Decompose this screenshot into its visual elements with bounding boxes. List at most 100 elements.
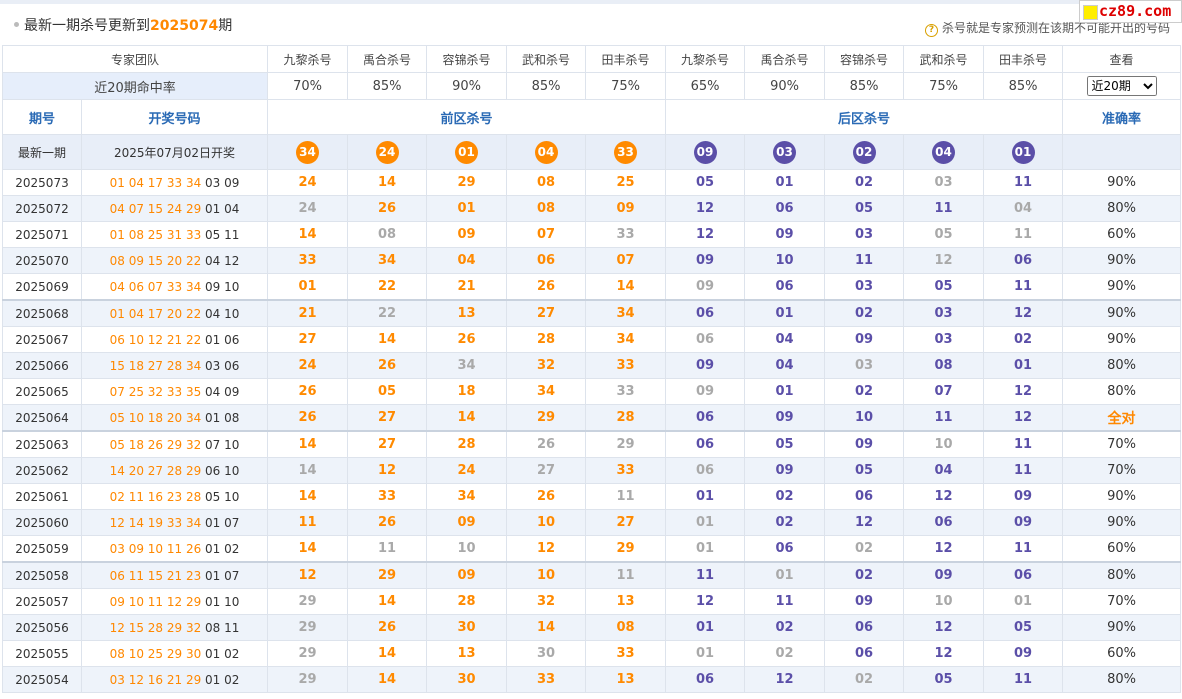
latest-label: 最新一期: [2, 134, 82, 170]
issue-number: 2025057: [2, 588, 82, 615]
issue-number: 2025061: [2, 483, 82, 510]
front-kill-number: 34: [585, 326, 667, 353]
front-kill-number: 33: [585, 378, 667, 405]
accuracy-value: 60%: [1062, 640, 1182, 667]
back-kill-number: 12: [665, 221, 746, 248]
back-kill-number: 11: [665, 561, 746, 589]
back-kill-number: 09: [903, 561, 985, 589]
back-draw: 04 12: [205, 253, 240, 268]
expert-name: 容锦杀号: [824, 45, 905, 73]
front-draw: 06 10 12 21 22: [109, 332, 202, 347]
back-kill-number: 11: [903, 404, 985, 432]
front-draw: 01 08 25 31 33: [109, 227, 202, 242]
accuracy-value: 90%: [1062, 299, 1182, 327]
back-kill-number: 12: [665, 195, 746, 222]
latest-accuracy: [1062, 134, 1182, 170]
front-kill-number: 13: [426, 299, 508, 327]
back-kill-number: 06: [824, 614, 905, 641]
front-kill-number: 26: [347, 352, 428, 379]
front-draw: 09 10 11 12 29: [109, 594, 202, 609]
period-select[interactable]: 近20期: [1086, 76, 1157, 96]
front-draw: 08 09 15 20 22: [109, 253, 202, 268]
expert-name: 禹合杀号: [347, 45, 428, 73]
front-kill-number: 04: [426, 247, 508, 274]
table-row: 2025068 01 04 17 20 22 04 10 21 22 13 27 34 06 0…: [2, 299, 1182, 327]
front-kill-number: 08: [506, 169, 587, 196]
front-kill-number: 34: [426, 352, 508, 379]
back-kill-number: 10: [903, 588, 985, 615]
back-kill-ball: 03: [773, 140, 797, 164]
front-kill-number: 01: [267, 273, 349, 301]
front-kill-number: 10: [426, 535, 508, 563]
accuracy-value: 全对: [1062, 404, 1182, 432]
front-kill-number: 27: [506, 299, 587, 327]
table-row: 2025058 06 11 15 21 23 01 07 12 29 09 10 11 11 0…: [2, 561, 1182, 589]
front-kill-number: 34: [506, 378, 587, 405]
back-kill-number: 09: [665, 273, 746, 301]
back-kill-number: 05: [903, 221, 985, 248]
front-kill-number: 05: [347, 378, 428, 405]
back-draw: 09 10: [205, 279, 240, 294]
front-draw: 12 15 28 29 32: [109, 620, 202, 635]
table-row: 2025070 08 09 15 20 22 04 12 33 34 04 06 07 09 1…: [2, 247, 1182, 274]
front-kill-number: 29: [267, 666, 349, 693]
site-logo[interactable]: cz89.com: [1079, 0, 1182, 23]
front-draw: 12 14 19 33 34: [109, 515, 202, 530]
question-circle-icon: ?: [924, 24, 938, 37]
logo-square-icon: [1083, 5, 1098, 20]
back-kill-cell: 03: [744, 134, 826, 170]
front-kill-number: 34: [426, 483, 508, 510]
back-kill-number: 09: [744, 221, 826, 248]
front-kill-number: 32: [506, 588, 587, 615]
back-kill-number: 02: [744, 509, 826, 536]
back-kill-number: 09: [665, 378, 746, 405]
front-draw: 05 18 26 29 32: [109, 437, 202, 452]
accuracy-value: 80%: [1062, 378, 1182, 405]
back-kill-number: 05: [824, 457, 905, 484]
note-text: 杀号就是专家预测在该期不可能开出的号码: [941, 21, 1170, 35]
back-kill-number: 02: [824, 535, 905, 563]
table-row: 2025054 03 12 16 21 29 01 02 29 14 30 33 13 06 1…: [2, 666, 1182, 693]
expert-name: 容锦杀号: [426, 45, 508, 73]
back-kill-number: 09: [983, 509, 1064, 536]
front-kill-ball: 24: [375, 140, 399, 164]
hit-rate: 90%: [744, 72, 826, 100]
back-kill-number: 02: [824, 561, 905, 589]
front-kill-number: 27: [347, 404, 428, 432]
front-kill-number: 26: [426, 326, 508, 353]
front-kill-number: 07: [585, 247, 667, 274]
issue-number: 2025069: [2, 273, 82, 301]
back-kill-number: 03: [903, 169, 985, 196]
accuracy-value: 80%: [1062, 195, 1182, 222]
issue-number: 2025054: [2, 666, 82, 693]
expert-name: 九黎杀号: [665, 45, 746, 73]
table-row: 2025056 12 15 28 29 32 08 11 29 26 30 14 08 01 0…: [2, 614, 1182, 641]
front-kill-cell: 04: [506, 134, 587, 170]
back-kill-number: 06: [824, 483, 905, 510]
table-row: 2025062 14 20 27 28 29 06 10 14 12 24 27 33 06 0…: [2, 457, 1182, 484]
bullet-dot: [14, 22, 19, 27]
back-kill-number: 02: [824, 299, 905, 327]
page-title: 最新一期杀号更新到2025074期: [24, 15, 232, 35]
front-kill-number: 14: [506, 614, 587, 641]
accuracy-value: 60%: [1062, 535, 1182, 563]
back-kill-number: 09: [665, 352, 746, 379]
front-kill-number: 27: [267, 326, 349, 353]
front-kill-number: 14: [347, 640, 428, 667]
logo-text: cz89.com: [1099, 2, 1172, 20]
front-kill-number: 14: [347, 588, 428, 615]
back-kill-number: 04: [744, 326, 826, 353]
back-draw: 01 02: [205, 646, 240, 661]
front-kill-number: 22: [347, 299, 428, 327]
table-row: 2025057 09 10 11 12 29 01 10 29 14 28 32 13 12 1…: [2, 588, 1182, 615]
front-kill-number: 26: [506, 273, 587, 301]
front-kill-number: 14: [267, 221, 349, 248]
front-kill-number: 14: [585, 273, 667, 301]
experts-label: 专家团队: [1, 45, 269, 73]
accuracy-value: 80%: [1062, 561, 1182, 589]
back-kill-number: 03: [824, 352, 905, 379]
draw-numbers: 04 06 07 33 34 09 10: [80, 273, 269, 301]
front-draw: 01 04 17 20 22: [109, 306, 202, 321]
back-kill-number: 11: [824, 247, 905, 274]
back-kill-number: 10: [903, 430, 985, 458]
